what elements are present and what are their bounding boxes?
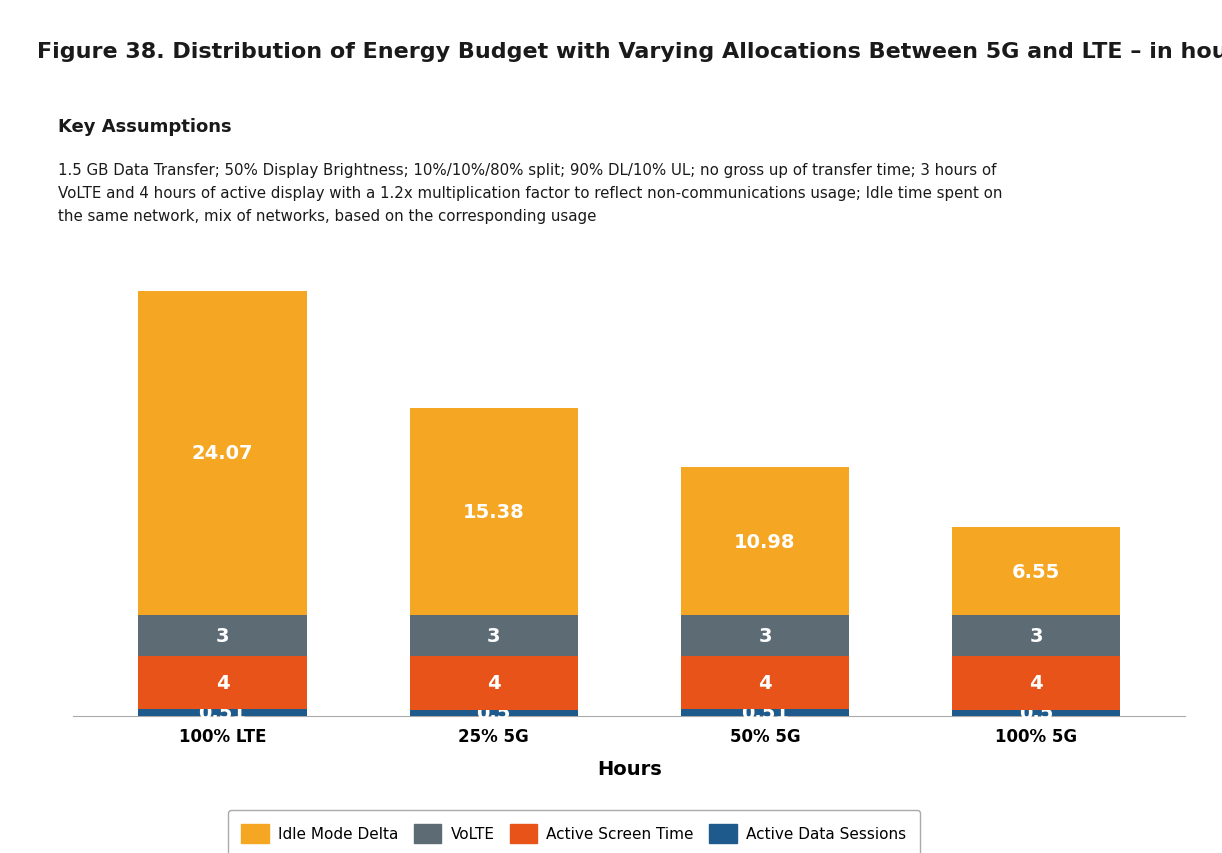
Text: 3: 3 [488, 626, 501, 645]
Text: 0.5: 0.5 [1019, 704, 1053, 722]
Text: 0.5: 0.5 [477, 704, 511, 722]
Text: 15.38: 15.38 [463, 502, 524, 521]
Text: 3: 3 [1029, 626, 1042, 645]
Text: 3: 3 [216, 626, 230, 645]
Bar [681, 656, 849, 710]
Bar [409, 409, 578, 616]
Bar [952, 710, 1121, 717]
Bar [681, 710, 849, 717]
Text: Key Assumptions: Key Assumptions [57, 118, 231, 136]
Bar [952, 527, 1121, 616]
Bar [138, 710, 307, 717]
Text: 10.98: 10.98 [734, 532, 796, 551]
Bar [681, 615, 849, 656]
Text: 1.5 GB Data Transfer; 50% Display Brightness; 10%/10%/80% split; 90% DL/10% UL; : 1.5 GB Data Transfer; 50% Display Bright… [57, 163, 1002, 223]
Bar [409, 710, 578, 717]
Text: Figure 38. Distribution of Energy Budget with Varying Allocations Between 5G and: Figure 38. Distribution of Energy Budget… [37, 42, 1222, 62]
Bar [409, 656, 578, 710]
Bar [952, 656, 1121, 710]
Bar [138, 292, 307, 615]
Text: 6.55: 6.55 [1012, 562, 1061, 581]
Text: 4: 4 [215, 673, 230, 693]
Text: 4: 4 [758, 673, 772, 693]
Legend: Idle Mode Delta, VoLTE, Active Screen Time, Active Data Sessions: Idle Mode Delta, VoLTE, Active Screen Ti… [227, 810, 920, 853]
Bar [681, 467, 849, 615]
Bar [952, 616, 1121, 656]
Text: 0.51: 0.51 [741, 704, 789, 722]
Bar [138, 615, 307, 656]
Text: 3: 3 [758, 626, 771, 645]
Bar [138, 656, 307, 710]
Bar [409, 616, 578, 656]
X-axis label: Hours: Hours [598, 759, 661, 779]
Text: 4: 4 [1029, 673, 1044, 693]
Text: 24.07: 24.07 [192, 444, 253, 463]
Text: 0.51: 0.51 [198, 704, 247, 722]
Text: 4: 4 [486, 673, 501, 693]
